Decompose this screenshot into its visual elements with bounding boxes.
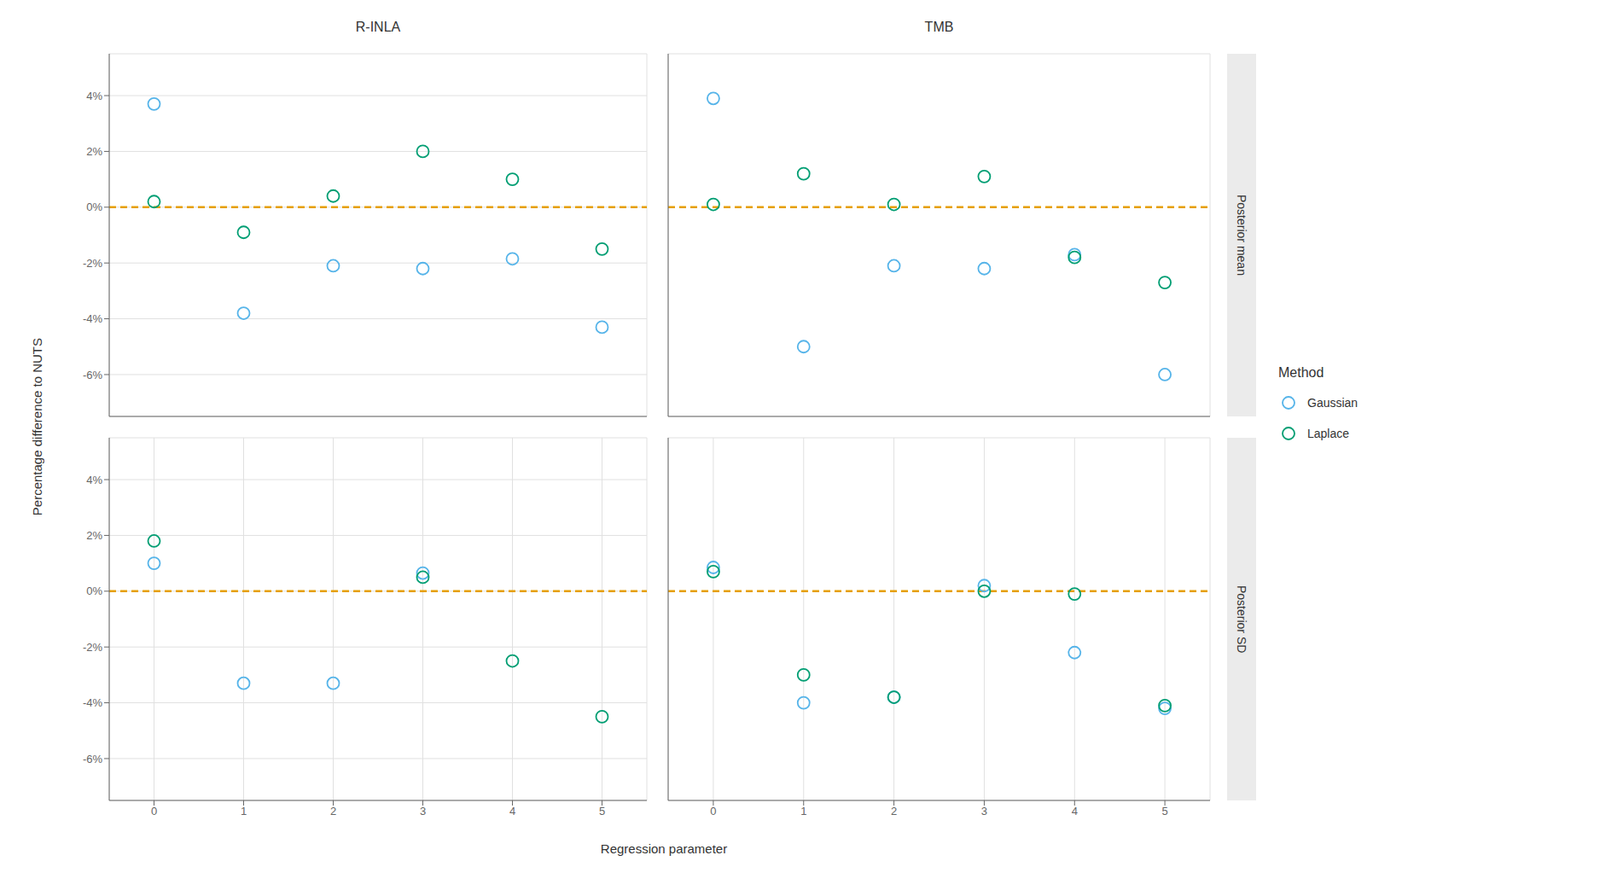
svg-text:0: 0: [709, 804, 716, 818]
html-text:Laplace: Laplace: [1307, 426, 1350, 441]
svg-text:2: 2: [890, 804, 897, 818]
svg-text:4%: 4%: [86, 473, 103, 487]
svg-text:-2%: -2%: [82, 256, 104, 270]
svg-text:2%: 2%: [86, 145, 103, 158]
svg-text:-2%: -2%: [82, 640, 104, 654]
svg-text:2%: 2%: [86, 529, 103, 542]
svg-text:3: 3: [419, 804, 426, 818]
svg-text:4%: 4%: [86, 89, 103, 103]
svg-text:0: 0: [151, 804, 158, 818]
html-text:Posterior SD: Posterior SD: [1234, 585, 1249, 653]
svg-text:0%: 0%: [86, 584, 103, 598]
svg-text:4: 4: [1071, 804, 1078, 818]
svg-text:-6%: -6%: [82, 752, 104, 766]
svg-text:-4%: -4%: [82, 312, 104, 326]
html-text:Percentage difference to NUTS: Percentage difference to NUTS: [29, 338, 44, 516]
svg-text:-6%: -6%: [82, 368, 104, 382]
html-text:R-INLA: R-INLA: [355, 19, 401, 35]
html-text:Gaussian: Gaussian: [1307, 395, 1358, 410]
svg-text:2: 2: [330, 804, 337, 818]
svg-text:1: 1: [240, 804, 247, 818]
html-text:TMB: TMB: [924, 19, 954, 35]
svg-text:4: 4: [509, 804, 516, 818]
html-text:Posterior mean: Posterior mean: [1234, 194, 1249, 276]
svg-text:5: 5: [599, 804, 606, 818]
html-text:Regression parameter: Regression parameter: [600, 841, 728, 856]
svg-text:-4%: -4%: [82, 696, 104, 710]
svg-text:3: 3: [981, 804, 988, 818]
html-text:Method: Method: [1278, 365, 1324, 380]
svg-text:0%: 0%: [86, 200, 103, 214]
svg-text:1: 1: [800, 804, 807, 818]
svg-text:5: 5: [1161, 804, 1168, 818]
